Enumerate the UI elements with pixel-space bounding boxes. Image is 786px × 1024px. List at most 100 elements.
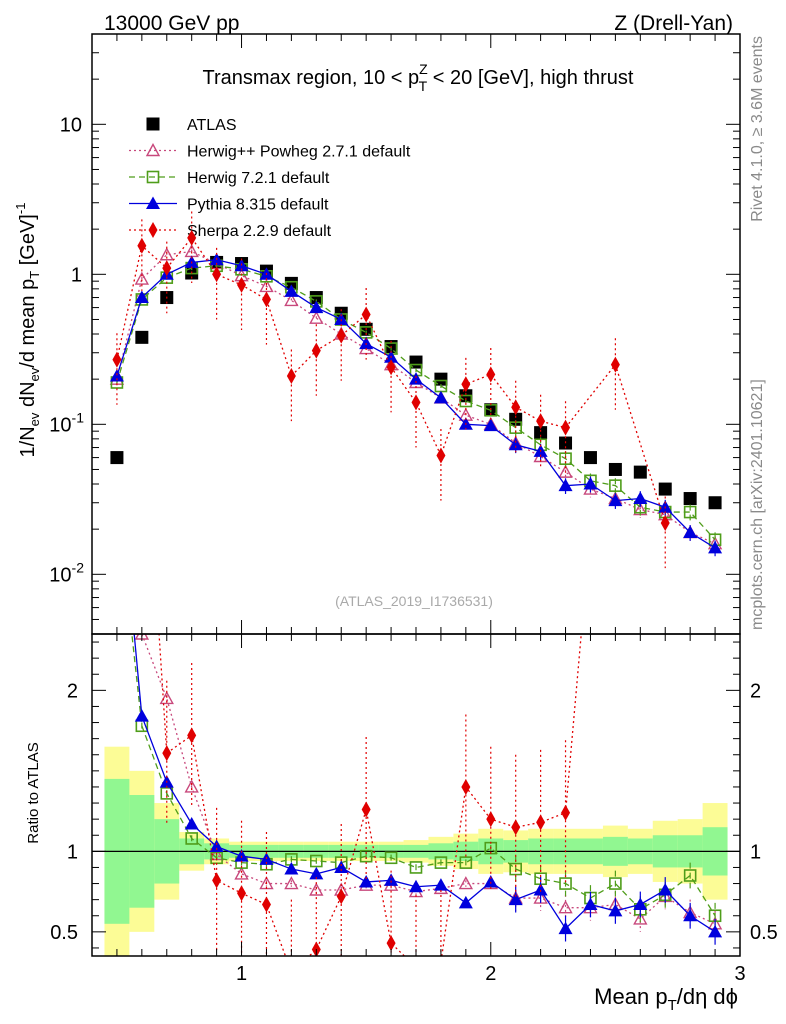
marker-sherpa: [162, 260, 172, 277]
ratio-marker-sherpa: [237, 885, 247, 902]
marker-atlas: [135, 330, 149, 344]
legend-label-sherpa: Sherpa 2.2.9 default: [187, 223, 332, 240]
ratio-marker-herwigpp: [284, 876, 299, 890]
legend: ATLAS Herwig++ Powheg 2.7.1 default Herwig…: [129, 117, 411, 240]
plot-title-pre: Transmax region, 10 < p: [203, 67, 420, 89]
ratio-marker-herwig7: [160, 787, 174, 800]
marker-sherpa: [411, 394, 421, 411]
ratio-marker-sherpa: [287, 964, 296, 980]
marker-sherpa: [187, 229, 197, 246]
ratio-marker-herwig7: [111, 492, 122, 503]
ratio-marker-sherpa: [212, 872, 222, 889]
ratio-y-tick-label-left: 2: [67, 680, 78, 702]
ratio-y-tick-label-left: 1: [67, 841, 78, 863]
marker-sherpa: [137, 237, 147, 254]
ratio-marker-pythia: [608, 903, 623, 917]
legend-marker-pythia: [146, 196, 160, 209]
marker-pythia: [558, 478, 573, 492]
marker-atlas: [683, 492, 697, 506]
ratio-marker-herwigpp: [111, 475, 123, 486]
ratio-marker-pythia: [334, 860, 349, 873]
marker-sherpa: [610, 356, 620, 373]
ratio-marker-herwig7: [409, 861, 423, 874]
ratio-y-tick-label-right: 1: [750, 841, 761, 863]
header-right: Z (Drell-Yan): [614, 12, 733, 35]
marker-sherpa: [511, 399, 521, 416]
mcplots-label: mcplots.cern.ch [arXiv:2401.10621]: [749, 379, 766, 630]
marker-pythia: [409, 372, 423, 385]
legend-item-herwig7: Herwig 7.2.1 default: [129, 170, 330, 187]
marker-pythia: [583, 477, 598, 490]
marker-herwig7: [683, 505, 697, 519]
marker-pythia: [334, 312, 349, 325]
legend-label-pythia: Pythia 8.315 default: [187, 197, 329, 214]
marker-herwigpp: [159, 247, 174, 261]
y-tick-label: 10-2: [49, 559, 84, 586]
marker-sherpa: [561, 419, 571, 436]
marker-herwigpp: [134, 271, 150, 285]
y-tick-label: 10: [60, 114, 82, 136]
ratio-marker-herwigpp: [159, 690, 174, 705]
ratio-marker-pythia: [708, 924, 723, 938]
marker-sherpa: [261, 291, 271, 308]
x-tick-label: 3: [734, 963, 745, 985]
ratio-marker-sherpa: [162, 745, 172, 762]
legend-marker-herwigpp: [145, 143, 161, 157]
analysis-watermark: (ATLAS_2019_I1736531): [335, 593, 493, 609]
marker-pythia: [483, 418, 498, 432]
ratio-marker-pythia: [234, 849, 249, 862]
plot-title-sup: Z: [419, 61, 428, 77]
series-herwig7: [110, 259, 722, 549]
marker-sherpa: [536, 413, 546, 430]
plot-title-sub: T: [419, 78, 428, 94]
marker-atlas: [583, 451, 597, 465]
series-line-sherpa: [116, 236, 666, 524]
series-sherpa: [112, 211, 670, 569]
ratio-marker-pythia: [309, 866, 324, 880]
ratio-marker-sherpa: [311, 941, 321, 956]
ratio-marker-herwigpp: [458, 876, 474, 890]
ratio-marker-herwig7: [434, 856, 448, 869]
x-axis-label: Mean pT/dη dϕ: [594, 984, 738, 1014]
ratio-marker-sherpa: [361, 801, 371, 818]
ratio-marker-herwig7: [509, 862, 522, 876]
marker-atlas: [608, 462, 622, 476]
ratio-marker-pythia: [284, 862, 299, 875]
marker-atlas: [633, 465, 647, 479]
ratio-marker-herwig7: [559, 877, 572, 890]
ratio-marker-sherpa: [336, 888, 346, 905]
rivet-label: Rivet 4.1.0, ≥ 3.6M events: [749, 36, 766, 222]
ratio-marker-sherpa: [461, 778, 471, 795]
ratio-marker-pythia: [508, 892, 523, 906]
ratio-marker-sherpa: [440, 954, 442, 956]
ratio-marker-pythia: [658, 882, 673, 896]
marker-atlas: [309, 291, 323, 305]
marker-pythia: [284, 284, 299, 297]
legend-item-sherpa: Sherpa 2.2.9 default: [129, 222, 332, 240]
ratio-marker-sherpa: [386, 935, 396, 952]
ratio-marker-pythia: [583, 897, 598, 910]
ratio-y-tick-label-left: 0.5: [50, 922, 78, 944]
ratio-marker-pythia: [209, 839, 224, 853]
marker-sherpa: [311, 342, 321, 359]
marker-pythia: [708, 540, 723, 554]
ratio-marker-herwigpp: [309, 882, 324, 896]
ratio-marker-herwig7: [310, 854, 323, 868]
ratio-marker-pythia: [184, 816, 199, 830]
marker-sherpa: [361, 306, 371, 323]
header-left: 13000 GeV pp: [104, 12, 239, 35]
marker-atlas: [110, 451, 124, 465]
marker-sherpa: [436, 447, 446, 464]
ratio-marker-herwig7: [359, 849, 373, 863]
main-y-axis-label: 1/Nev dNev/d mean pT [GeV]-1: [13, 203, 42, 458]
marker-sherpa: [486, 366, 496, 383]
ratio-marker-herwigpp: [633, 911, 648, 925]
ratio-marker-pythia: [558, 921, 573, 935]
ratio-marker-sherpa: [261, 896, 271, 913]
ratio-marker-pythia: [359, 874, 374, 888]
marker-atlas: [434, 372, 448, 386]
ratio-marker-pythia: [533, 882, 548, 896]
marker-pythia: [109, 368, 124, 382]
ratio-marker-herwigpp: [533, 890, 548, 904]
